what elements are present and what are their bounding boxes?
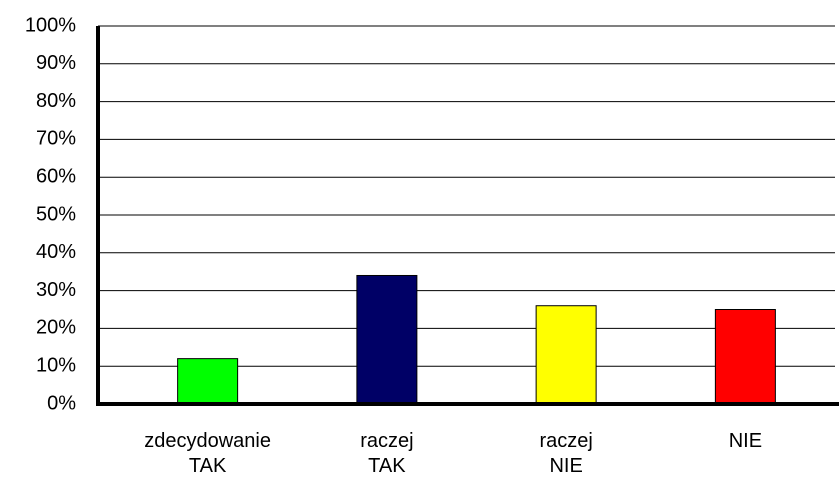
y-tick-label: 70%	[36, 128, 76, 150]
x-tick-label: raczej NIE	[539, 430, 592, 477]
bar	[714, 309, 776, 405]
y-tick-label: 100%	[25, 14, 76, 36]
x-tick-label: zdecydowanie TAK	[144, 430, 271, 477]
y-tick-label: 40%	[36, 241, 76, 263]
y-tick-label: 80%	[36, 90, 76, 112]
y-tick-label: 0%	[47, 392, 76, 414]
y-tick-label: 30%	[36, 279, 76, 301]
y-tick-label: 90%	[36, 52, 76, 74]
y-tick-label: 20%	[36, 317, 76, 339]
y-tick-label: 60%	[36, 165, 76, 187]
y-tick-label: 10%	[36, 354, 76, 376]
x-tick-label: NIE	[729, 430, 762, 452]
bar	[535, 305, 597, 405]
bar	[177, 358, 239, 405]
y-tick-label: 50%	[36, 203, 76, 225]
bar	[356, 274, 418, 405]
x-tick-label: raczej TAK	[360, 430, 413, 477]
